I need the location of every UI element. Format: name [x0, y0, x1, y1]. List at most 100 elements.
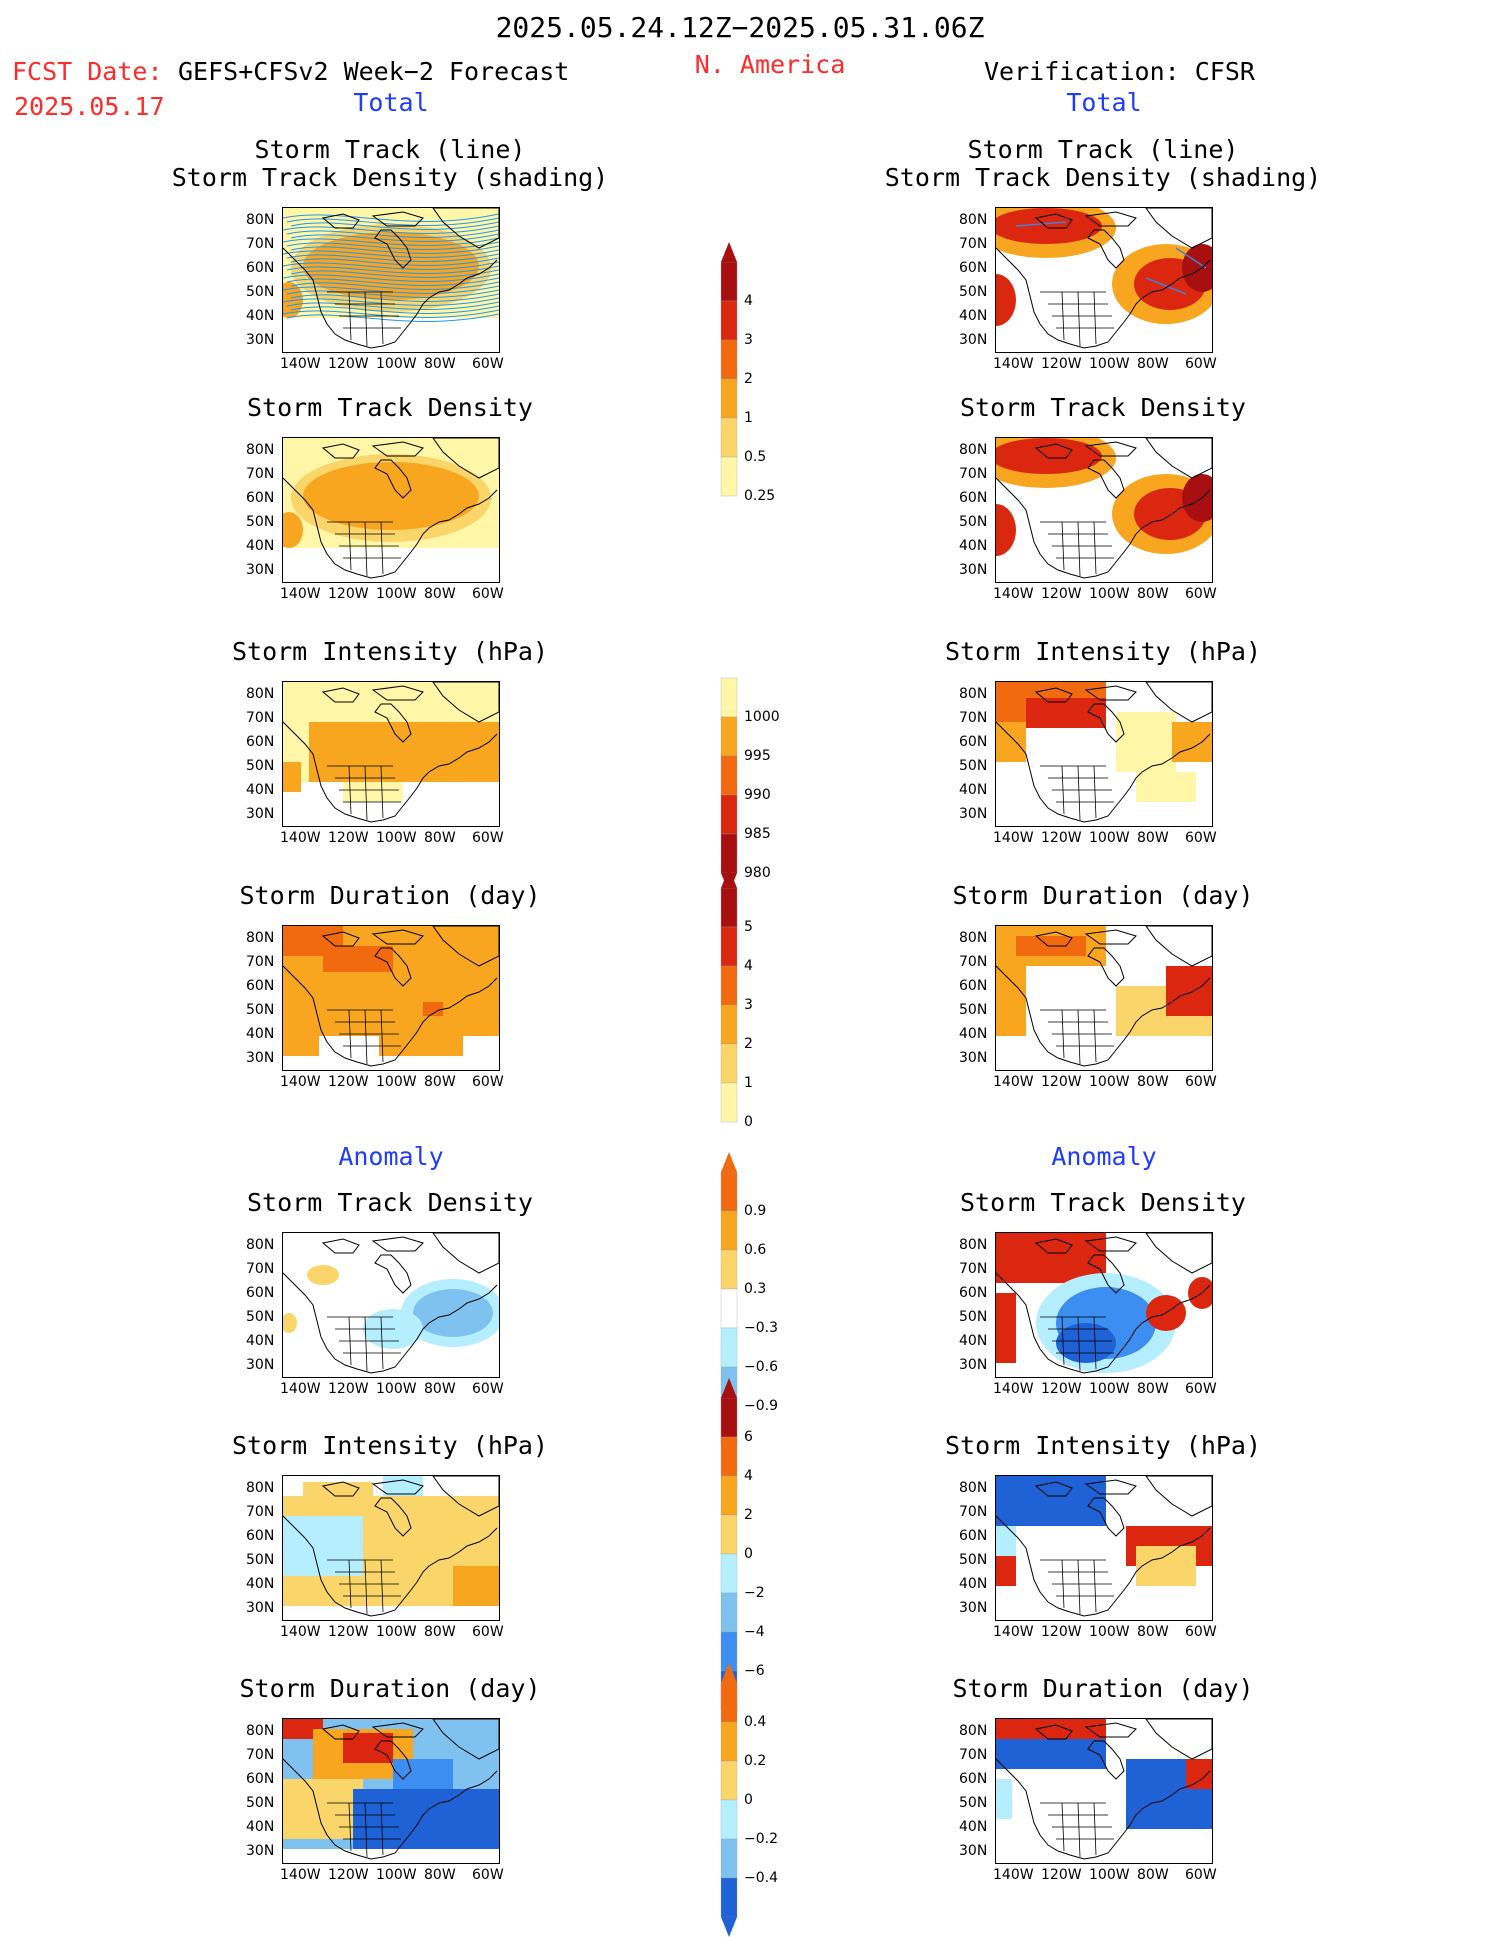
state-borders: [327, 521, 401, 577]
lon-tick-label: 60W: [472, 356, 504, 372]
lon-tick-label: 60W: [472, 1867, 504, 1883]
lon-tick-label: 60W: [1185, 1867, 1217, 1883]
panel-title: Storm Track Density: [247, 1188, 533, 1217]
coastline: [1034, 443, 1073, 459]
storm-track-line: [290, 245, 499, 254]
lon-tick-label: 120W: [1041, 1381, 1082, 1397]
shading-blob: [1182, 474, 1212, 522]
shading-blob: [996, 274, 1016, 326]
panel-title: Storm Intensity (hPa): [231, 637, 549, 666]
lon-tick-label: 80W: [1137, 1624, 1169, 1640]
lon-tick-label: 140W: [280, 1074, 321, 1090]
colorbar-tip: [721, 1917, 737, 1937]
lat-tick-label: 60N: [246, 1771, 275, 1787]
lon-tick-label: 140W: [993, 356, 1034, 372]
lat-tick-label: 80N: [246, 930, 275, 946]
panel-title: Storm Duration (day): [952, 1674, 1254, 1703]
panel-title: Storm Duration (day): [952, 881, 1254, 910]
shading-cell: [996, 1719, 1106, 1739]
shading-cell: [996, 1233, 1106, 1283]
coastline: [996, 477, 1211, 579]
panel-title: Storm Track Density (shading): [171, 163, 609, 192]
lat-tick-label: 30N: [959, 562, 988, 578]
lon-tick-label: 80W: [1137, 830, 1169, 846]
colorbar-label: 0: [744, 1792, 753, 1808]
storm-track-line: [290, 305, 499, 314]
storm-track-line: [286, 253, 499, 262]
lon-tick-label: 140W: [280, 586, 321, 602]
lat-tick-label: 40N: [246, 308, 275, 324]
colorbar-tip: [721, 868, 737, 888]
shading-cell: [319, 1036, 379, 1070]
map-panel-left-anom_density: [282, 1232, 500, 1378]
lat-tick-label: 40N: [959, 1576, 988, 1592]
coastline: [432, 1476, 499, 1517]
lat-tick-label: 50N: [246, 284, 275, 300]
colorbar-swatch: [720, 1475, 738, 1516]
coastline: [432, 682, 499, 723]
lat-tick-label: 50N: [246, 758, 275, 774]
storm-track-line: [290, 281, 499, 290]
shading-blob: [283, 512, 303, 548]
colorbar-label: 1: [744, 1075, 753, 1091]
shading-blob: [1188, 1277, 1212, 1309]
lon-tick-label: 120W: [1041, 1624, 1082, 1640]
colorbar-label: 0.25: [744, 488, 776, 504]
coastline: [1145, 926, 1212, 967]
coastline: [374, 1497, 412, 1537]
lon-tick-label: 80W: [1137, 586, 1169, 602]
storm-track-line: [1145, 277, 1187, 295]
lat-tick-label: 60N: [246, 260, 275, 276]
panel-title: Storm Track (line): [254, 135, 526, 164]
shading-cell: [283, 1779, 363, 1839]
coastline: [371, 1479, 424, 1495]
colorbar-label: 4: [744, 293, 753, 309]
fcst-date-label: FCST Date:: [12, 57, 163, 86]
lat-tick-label: 60N: [959, 260, 988, 276]
lat-tick-label: 70N: [246, 236, 275, 252]
lon-tick-label: 100W: [1089, 586, 1130, 602]
lon-tick-label: 100W: [1089, 356, 1130, 372]
lon-tick-label: 100W: [376, 1867, 417, 1883]
colorbar-swatch: [720, 1553, 738, 1594]
colorbar-swatch: [720, 1592, 738, 1633]
coastline: [283, 1272, 498, 1374]
coastline: [1087, 703, 1125, 743]
lat-tick-label: 50N: [959, 1795, 988, 1811]
lat-tick-label: 50N: [246, 1552, 275, 1568]
lat-tick-label: 80N: [959, 686, 988, 702]
lat-tick-label: 50N: [959, 1002, 988, 1018]
lat-tick-label: 70N: [959, 954, 988, 970]
lat-tick-label: 60N: [959, 734, 988, 750]
shading-cell: [383, 1476, 423, 1496]
lon-tick-label: 80W: [1137, 1381, 1169, 1397]
coastline: [432, 1233, 499, 1274]
region-label: N. America: [694, 50, 846, 79]
lon-tick-label: 60W: [1185, 356, 1217, 372]
state-borders: [327, 1802, 401, 1858]
lat-tick-label: 50N: [246, 1002, 275, 1018]
storm-track-line: [283, 225, 499, 234]
lat-tick-label: 80N: [246, 1723, 275, 1739]
coastline: [1145, 1719, 1212, 1760]
colorbar-tip: [721, 1378, 737, 1398]
colorbar-label: 990: [744, 787, 771, 803]
colorbar-swatch: [720, 755, 738, 796]
panel-title: Storm Intensity (hPa): [231, 1431, 549, 1460]
storm-track-line: [286, 241, 499, 250]
coastline: [1034, 1238, 1073, 1254]
coastline: [1145, 1233, 1212, 1274]
lat-tick-label: 80N: [246, 1237, 275, 1253]
colorbar-swatch: [720, 1327, 738, 1368]
colorbar-label: −0.6: [744, 1359, 778, 1375]
map-panel-left-tot_intensity: [282, 681, 500, 827]
lat-tick-label: 70N: [246, 954, 275, 970]
state-borders: [327, 1559, 401, 1615]
map-panel-right-tot_intensity: [995, 681, 1213, 827]
map-panel-left-anom_duration: [282, 1718, 500, 1864]
lat-tick-label: 70N: [246, 710, 275, 726]
lon-tick-label: 120W: [1041, 830, 1082, 846]
lon-tick-label: 80W: [424, 830, 456, 846]
panel-title: Storm Intensity (hPa): [944, 637, 1262, 666]
section-total-left: Total: [353, 88, 429, 117]
